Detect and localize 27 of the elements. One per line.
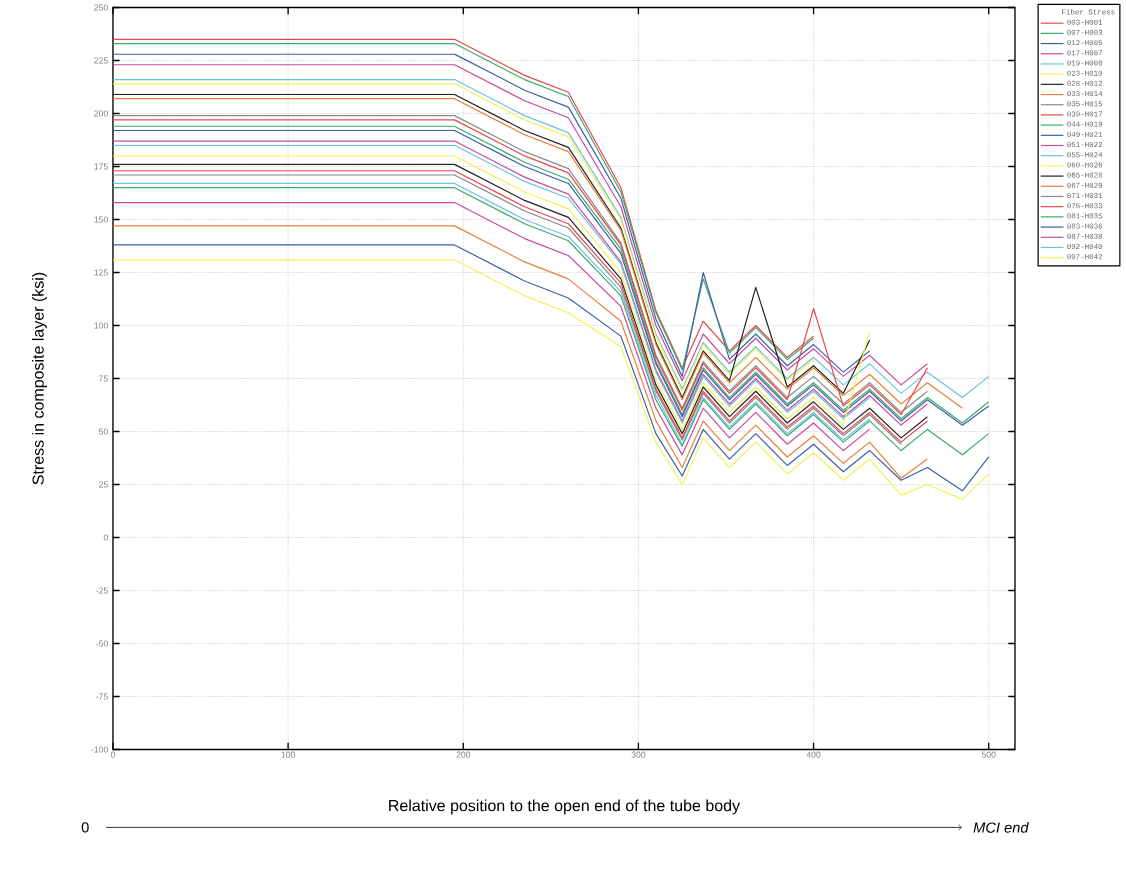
y-axis-title: Stress in composite layer (ksi): [32, 272, 47, 485]
y-tick-label: 225: [94, 57, 108, 64]
y-tick-label: -75: [96, 693, 108, 700]
x-tick-label: 400: [806, 751, 821, 758]
y-tick-label: 150: [94, 216, 108, 223]
y-tick-label: 100: [94, 322, 108, 329]
text: MCI end: [973, 822, 1029, 833]
x-tick-label: 200: [456, 751, 471, 758]
y-tick-label: 50: [98, 428, 108, 435]
y-tick-label: 75: [99, 375, 108, 382]
y-tick-label: 25: [99, 481, 108, 488]
line-series: [112, 187, 990, 456]
y-tick-label: 125: [94, 269, 108, 276]
x-tick-label: 300: [631, 751, 646, 758]
text: 0: [81, 822, 89, 833]
y-tick-label: -50: [96, 640, 108, 647]
y-tick-label: 175: [94, 163, 108, 170]
y-tick-label: 200: [94, 110, 108, 117]
y-tick-label: -100: [91, 746, 108, 753]
y-tick-label: 250: [94, 4, 108, 11]
x-tick-label: 500: [981, 751, 996, 758]
y-tick-label: -25: [96, 587, 108, 594]
x-tick-label: 0: [110, 751, 116, 758]
x-axis-title: Relative position to the open end of the tube body: [389, 799, 740, 815]
y-tick-label: 0: [103, 534, 108, 541]
x-tick-label: 100: [281, 751, 295, 758]
line-series: [112, 225, 929, 479]
